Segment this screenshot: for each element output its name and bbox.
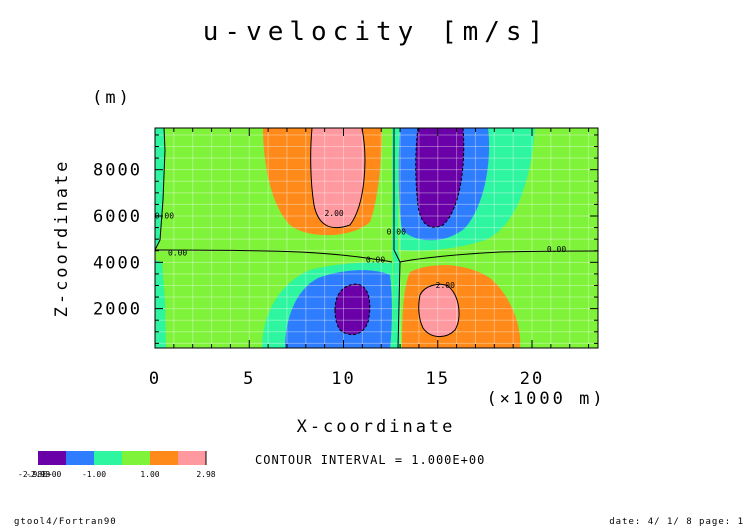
x-tick-label: 20: [520, 369, 544, 389]
colorbar-swatch: [178, 451, 206, 465]
x-axis-label: X-coordinate: [297, 417, 456, 437]
contour-neg2-lower: [334, 283, 371, 336]
contour-2-lower: [418, 283, 460, 337]
colorbar-overlap-label: -2.98E+00: [18, 470, 62, 479]
contour-label: 0.00: [168, 248, 187, 257]
x-tick-label: 10: [331, 369, 355, 389]
colorbar-swatch: [66, 451, 94, 465]
colorbar-swatch: [38, 451, 66, 465]
y-axis: 2000 4000 6000 8000: [93, 134, 598, 344]
x-tick-label: 0: [149, 369, 161, 389]
y-tick-label: 4000: [93, 253, 142, 273]
region-purple-lower-left: [335, 284, 370, 335]
y-axis-label: Z-coordinate: [52, 159, 72, 318]
colorbar-tick-label: 1.00: [140, 470, 159, 479]
contour-label: 2.00: [324, 209, 343, 218]
contour-label: 2.00: [436, 281, 455, 290]
x-tick-label: 5: [243, 369, 255, 389]
contour-label: 0.00: [366, 255, 385, 264]
colorbar-swatch: [150, 451, 178, 465]
x-tick-label: 15: [426, 369, 450, 389]
plot-frame: [154, 127, 599, 349]
y-unit: (m): [92, 88, 132, 108]
colorbar-tick-label: -1.00: [82, 470, 106, 479]
zero-contour-right: [399, 250, 598, 263]
footer-right: date: 4/ 1/ 8 page: 1: [609, 517, 744, 527]
y-tick-label: 8000: [93, 161, 142, 181]
contour-label: 0.00: [387, 228, 406, 237]
zero-contour-left-edge: [155, 128, 166, 251]
contour-2-upper: [310, 128, 366, 229]
colorbar: -2.98 -1.00 1.00 2.98: [26, 451, 216, 479]
contour-label: 0.00: [547, 245, 566, 254]
contour-label: 0.00: [155, 211, 174, 220]
x-axis: 0 5 10 15 20: [149, 128, 590, 389]
contour-labels: 2.00 0.00 0.00 0.00 0.00 0.00 2.00: [155, 209, 567, 290]
footer-left: gtool4/Fortran90: [14, 517, 117, 527]
grid: [155, 128, 598, 348]
zero-contour-left: [155, 249, 393, 263]
zero-contour-center: [393, 128, 401, 348]
colorbar-tick-label: -2.98: [26, 470, 50, 479]
contour-neg2-upper: [415, 128, 465, 228]
contour-field: [155, 128, 598, 348]
colorbar-swatch: [122, 451, 150, 465]
y-tick-label: 6000: [93, 207, 142, 227]
region-purple-upper-right: [415, 128, 464, 228]
x-unit: (×1000 m): [486, 389, 605, 409]
region-pink-upper-left: [310, 128, 365, 228]
y-tick-label: 2000: [93, 300, 142, 320]
contour-interval: CONTOUR INTERVAL = 1.000E+00: [255, 453, 485, 467]
region-pink-lower-right: [418, 284, 460, 337]
colorbar-tick-label: 2.98: [196, 470, 215, 479]
colorbar-swatch: [94, 451, 122, 465]
chart-title: u-velocity [m/s]: [203, 17, 549, 47]
